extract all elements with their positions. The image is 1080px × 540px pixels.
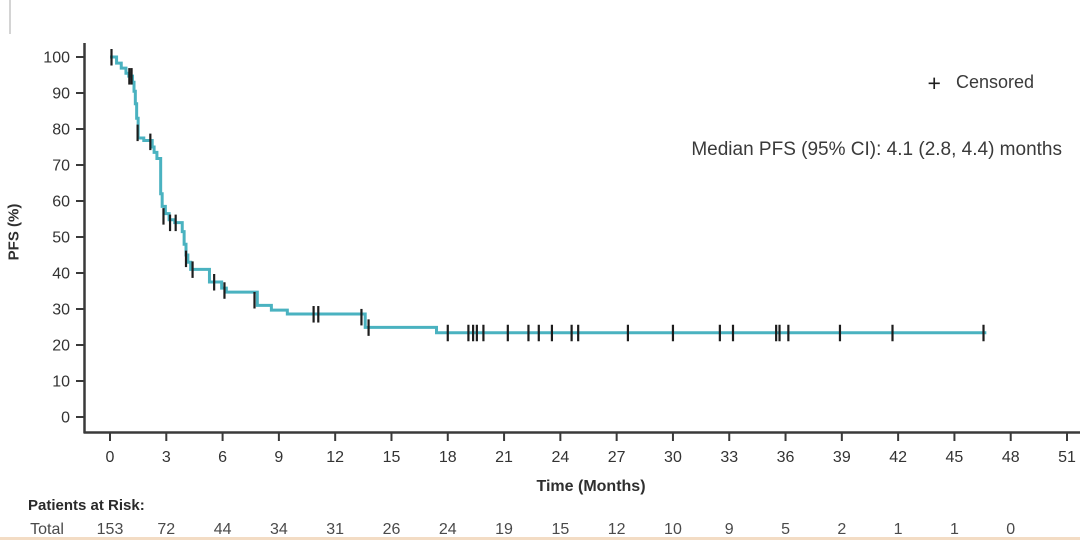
x-tick-label: 48 (1002, 449, 1020, 466)
risk-table-title: Patients at Risk: (28, 497, 145, 514)
risk-count: 9 (725, 521, 734, 538)
y-tick-label: 40 (52, 266, 70, 283)
risk-count: 19 (495, 521, 513, 538)
legend-label: Censored (955, 72, 1034, 92)
x-tick-label: 3 (162, 449, 171, 466)
x-tick-label: 27 (608, 449, 626, 466)
y-tick-label: 50 (52, 230, 70, 247)
risk-count: 1 (894, 521, 903, 538)
risk-row-label: Total (30, 521, 64, 538)
risk-count: 5 (781, 521, 790, 538)
y-tick-label: 90 (52, 86, 70, 103)
risk-count: 153 (97, 521, 124, 538)
x-tick-label: 0 (106, 449, 115, 466)
x-tick-label: 39 (833, 449, 851, 466)
y-tick-label: 100 (43, 50, 70, 67)
y-tick-label: 20 (52, 338, 70, 355)
censored-plus-icon: + (927, 69, 941, 96)
x-tick-label: 42 (889, 449, 907, 466)
bottom-accent-line (0, 537, 1080, 540)
x-tick-label: 21 (495, 449, 513, 466)
risk-count: 1 (950, 521, 959, 538)
left-edge-artifact (9, 0, 11, 34)
x-tick-label: 9 (274, 449, 283, 466)
y-tick-label: 30 (52, 302, 70, 319)
x-tick-label: 45 (946, 449, 964, 466)
x-tick-label: 30 (664, 449, 682, 466)
risk-count: 31 (326, 521, 344, 538)
risk-count: 15 (551, 521, 569, 538)
x-tick-label: 15 (383, 449, 401, 466)
risk-count: 24 (439, 521, 457, 538)
median-pfs-annotation: Median PFS (95% CI): 4.1 (2.8, 4.4) mont… (691, 139, 1062, 160)
x-tick-label: 51 (1058, 449, 1076, 466)
risk-count: 10 (664, 521, 682, 538)
risk-count: 34 (270, 521, 288, 538)
x-tick-label: 18 (439, 449, 457, 466)
y-tick-label: 10 (52, 374, 70, 391)
y-axis-title: PFS (%) (5, 203, 23, 261)
risk-count: 44 (214, 521, 232, 538)
risk-count: 0 (1006, 521, 1015, 538)
x-tick-label: 33 (720, 449, 738, 466)
x-tick-label: 36 (777, 449, 795, 466)
y-tick-label: 0 (61, 410, 70, 427)
y-tick-label: 70 (52, 158, 70, 175)
x-axis-title: Time (Months) (536, 478, 646, 495)
risk-count: 12 (608, 521, 626, 538)
risk-count: 26 (383, 521, 401, 538)
legend: + Censored (927, 69, 1034, 96)
km-curve (110, 55, 987, 335)
risk-count: 72 (157, 521, 175, 538)
y-tick-label: 60 (52, 194, 70, 211)
x-tick-label: 12 (326, 449, 344, 466)
x-tick-label: 6 (218, 449, 227, 466)
risk-count: 2 (837, 521, 846, 538)
y-tick-label: 80 (52, 122, 70, 139)
x-tick-label: 24 (551, 449, 569, 466)
